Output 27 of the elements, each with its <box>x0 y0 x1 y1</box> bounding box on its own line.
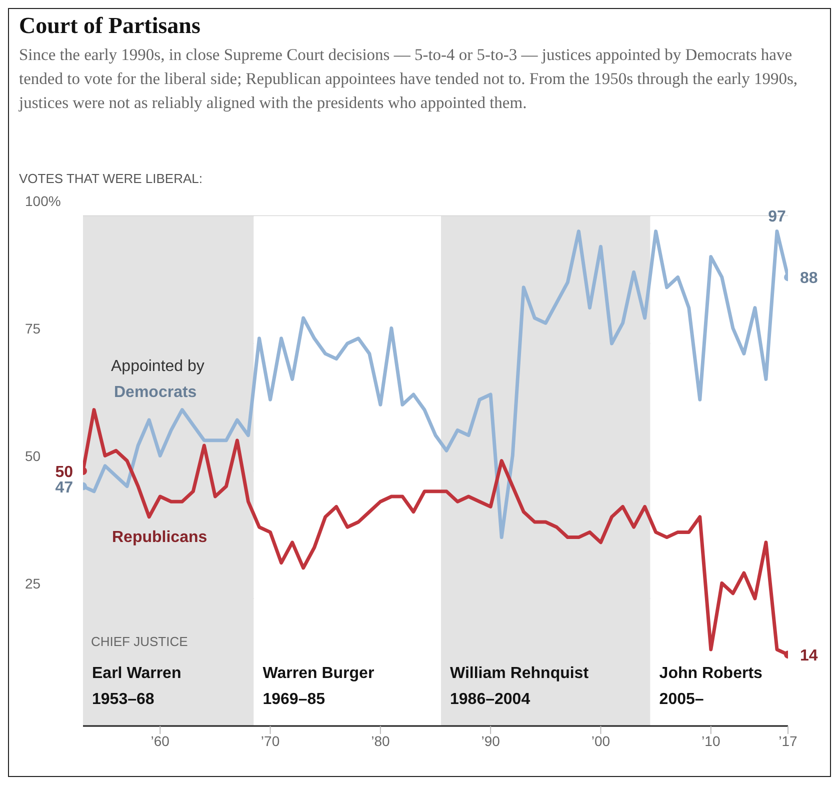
band-label: Earl Warren 1953–68 <box>92 665 182 708</box>
y-tick-label: 75 <box>25 320 41 336</box>
x-tick-label: ’10 <box>702 732 720 749</box>
data-label: 47 <box>55 479 74 496</box>
y-axis-title: VOTES THAT WERE LIBERAL: <box>19 171 204 186</box>
y-tick-label: 50 <box>25 448 41 464</box>
band-label: John Roberts 2005– <box>659 665 763 708</box>
x-tick-label: ’17 <box>778 732 798 749</box>
band-label: Warren Burger 1969–85 <box>262 665 374 708</box>
y-tick-label: 25 <box>25 576 41 592</box>
annotation: Appointed by <box>111 358 204 376</box>
y-tick-label: 100% <box>25 193 61 209</box>
x-tick-label: ’00 <box>591 732 610 749</box>
data-label: 50 <box>55 464 74 481</box>
annotation: CHIEF JUSTICE <box>91 634 188 649</box>
data-label: 97 <box>768 208 786 226</box>
series-label: Democrats <box>114 384 197 402</box>
x-tick-label: ’70 <box>260 732 280 749</box>
chart-subtitle: Since the early 1990s, in close Supreme Court decisions — 5-to-4 or 5-to-3 — justices appointed by Democrats have tended to vote for the liberal side; Republican appointees have tended not to. From the 1950s through the early 1990s, justices were not as reliably aligned with the presidents who appointed them. <box>19 44 799 114</box>
series-label: Republicans <box>112 529 208 547</box>
data-label: 14 <box>800 648 818 665</box>
x-tick-label: ’90 <box>481 732 500 749</box>
chart-title: Court of Partisans <box>19 13 202 39</box>
x-tick-label: ’60 <box>150 732 170 749</box>
x-tick-label: ’80 <box>371 732 390 749</box>
band-label: William Rehnquist 1986–2004 <box>450 665 590 708</box>
data-label: 88 <box>800 270 818 288</box>
